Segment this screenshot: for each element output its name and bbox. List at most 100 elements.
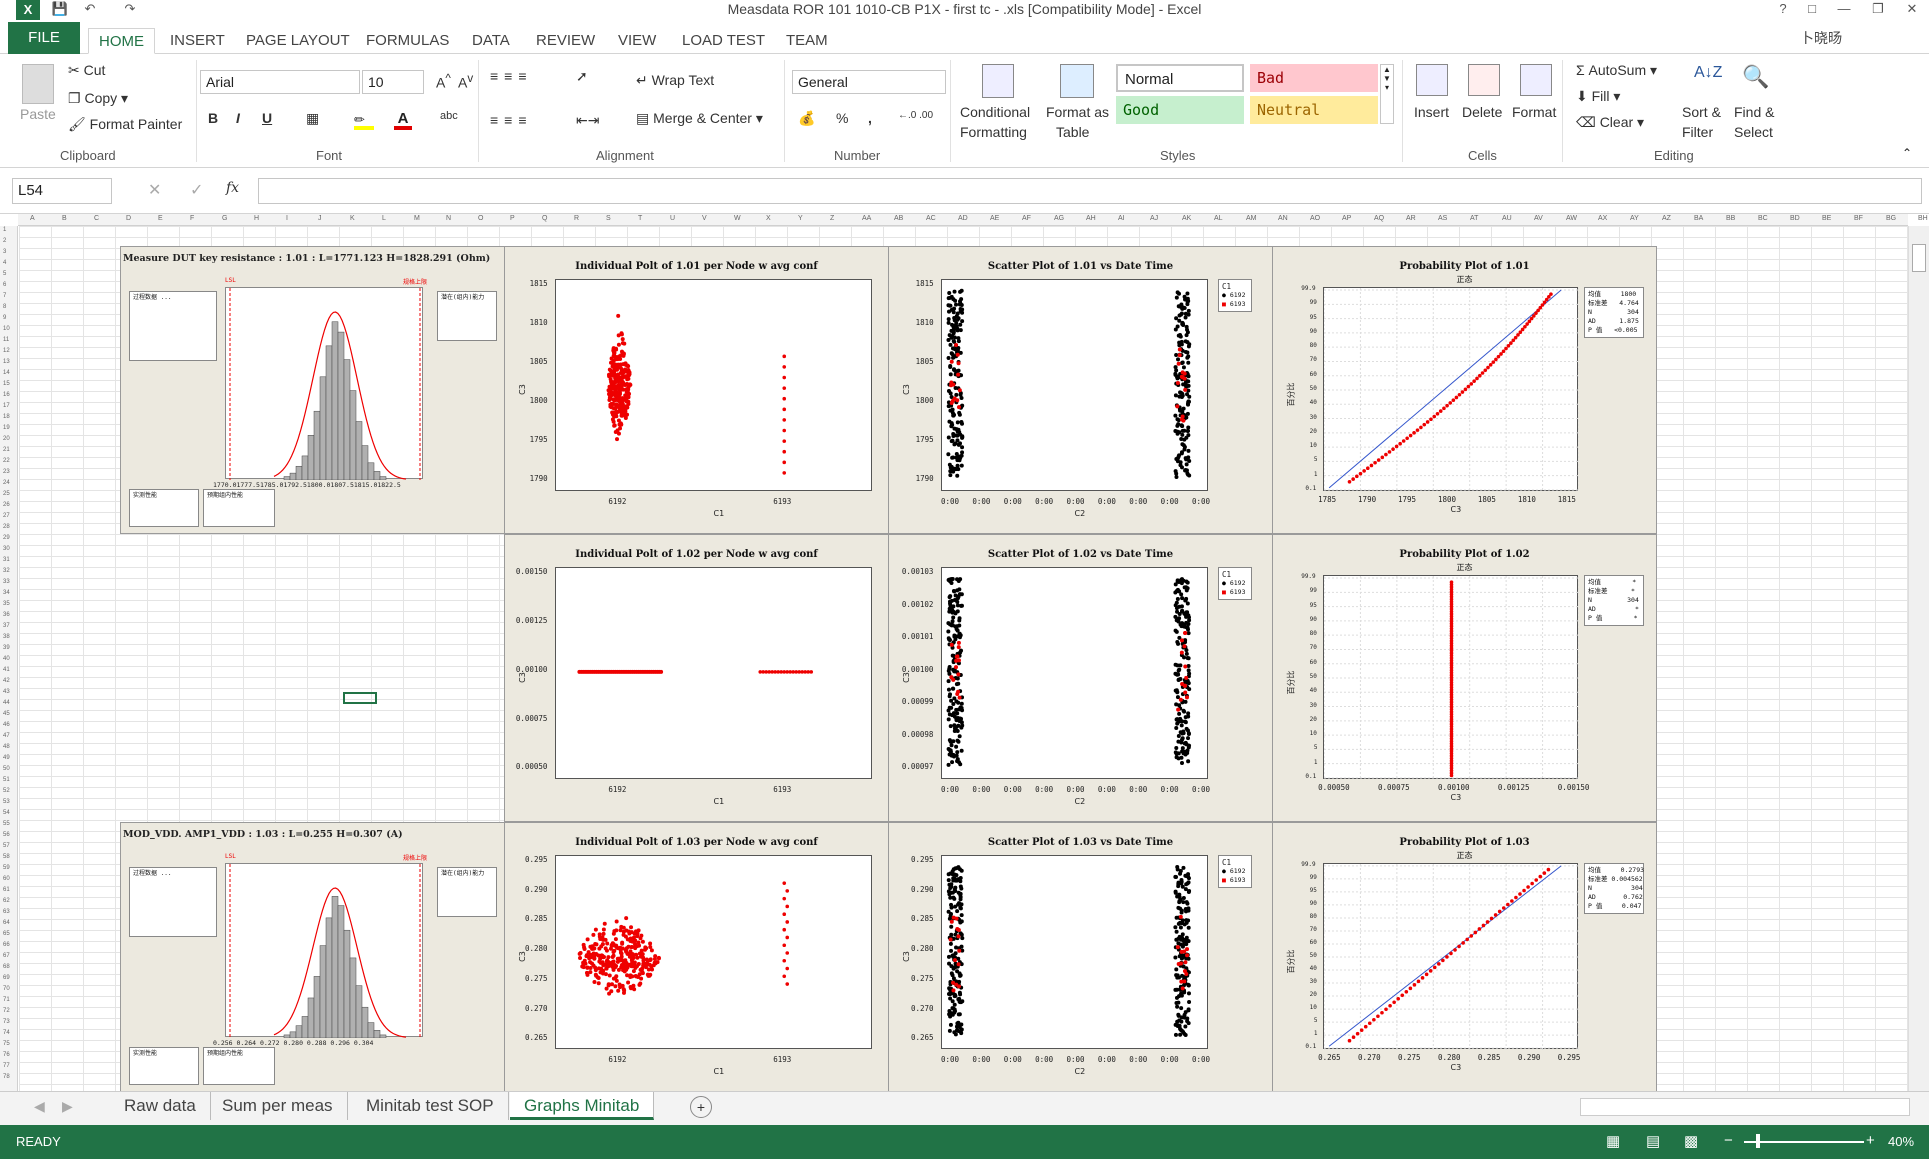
row-header[interactable]: 22: [3, 458, 10, 464]
delete-cells-icon[interactable]: [1468, 64, 1500, 96]
formula-input[interactable]: [258, 178, 1922, 204]
new-sheet-icon[interactable]: +: [690, 1096, 712, 1118]
row-header[interactable]: 48: [3, 744, 10, 750]
column-header[interactable]: U: [670, 215, 676, 222]
column-header[interactable]: AR: [1406, 215, 1416, 222]
vertical-align-icons[interactable]: ≡≡≡: [490, 68, 533, 84]
horizontal-align-icons[interactable]: ≡≡≡: [490, 112, 533, 128]
column-header[interactable]: AP: [1342, 215, 1352, 222]
row-header[interactable]: 78: [3, 1074, 10, 1080]
borders-icon[interactable]: ▦: [306, 110, 320, 126]
column-header[interactable]: X: [766, 215, 771, 222]
row-header[interactable]: 3: [3, 249, 7, 255]
find-select-label[interactable]: Find &: [1734, 104, 1775, 120]
row-header[interactable]: 76: [3, 1052, 10, 1058]
row-header[interactable]: 14: [3, 370, 10, 376]
row-header[interactable]: 35: [3, 601, 10, 607]
column-header[interactable]: BG: [1886, 215, 1897, 222]
paste-icon[interactable]: [22, 64, 54, 104]
zoom-slider[interactable]: [1744, 1141, 1864, 1143]
row-header[interactable]: 21: [3, 447, 10, 453]
sort-filter-icon[interactable]: A↓Z: [1694, 64, 1723, 81]
row-header[interactable]: 63: [3, 909, 10, 915]
orientation-icon[interactable]: ➚: [576, 68, 588, 84]
tab-page-layout[interactable]: PAGE LAYOUT: [246, 32, 350, 49]
row-header[interactable]: 54: [3, 810, 10, 816]
tab-home[interactable]: HOME: [88, 28, 155, 54]
ribbon-display-icon[interactable]: □: [1808, 1, 1816, 16]
row-header[interactable]: 44: [3, 700, 10, 706]
column-header[interactable]: AZ: [1662, 215, 1671, 222]
sheet-tab-raw-data[interactable]: Raw data: [110, 1092, 211, 1120]
column-header[interactable]: O: [478, 215, 484, 222]
delete-cells-button[interactable]: Delete: [1462, 104, 1503, 120]
column-header[interactable]: AX: [1598, 215, 1608, 222]
active-cell[interactable]: [343, 692, 377, 704]
row-header[interactable]: 24: [3, 480, 10, 486]
row-header[interactable]: 52: [3, 788, 10, 794]
row-header[interactable]: 59: [3, 865, 10, 871]
insert-function-icon[interactable]: fx: [226, 180, 240, 196]
column-header[interactable]: AI: [1118, 215, 1125, 222]
column-header[interactable]: BH: [1918, 215, 1928, 222]
column-header[interactable]: AM: [1246, 215, 1257, 222]
comma-button[interactable]: ,: [868, 110, 872, 126]
row-header[interactable]: 30: [3, 546, 10, 552]
font-color-icon[interactable]: A: [394, 110, 412, 130]
tab-file[interactable]: FILE: [8, 22, 80, 54]
row-header[interactable]: 70: [3, 986, 10, 992]
row-header[interactable]: 23: [3, 469, 10, 475]
column-header[interactable]: AV: [1534, 215, 1543, 222]
row-header[interactable]: 36: [3, 612, 10, 618]
column-header[interactable]: AH: [1086, 215, 1096, 222]
tab-load-test[interactable]: LOAD TEST: [682, 32, 766, 49]
minimize-icon[interactable]: —: [1837, 1, 1851, 16]
row-header[interactable]: 18: [3, 414, 10, 420]
row-header[interactable]: 45: [3, 711, 10, 717]
column-header[interactable]: AT: [1470, 215, 1479, 222]
tab-formulas[interactable]: FORMULAS: [366, 32, 450, 49]
column-header[interactable]: AW: [1566, 215, 1578, 222]
format-as-table-icon[interactable]: [1060, 64, 1094, 98]
row-header[interactable]: 34: [3, 590, 10, 596]
column-header[interactable]: BD: [1790, 215, 1800, 222]
row-header[interactable]: 6: [3, 282, 7, 288]
row-header[interactable]: 69: [3, 975, 10, 981]
column-header[interactable]: A: [30, 215, 35, 222]
insert-cells-icon[interactable]: [1416, 64, 1448, 96]
row-header[interactable]: 7: [3, 293, 7, 299]
format-painter-button[interactable]: 🖌 Format Painter: [68, 116, 182, 133]
row-header[interactable]: 72: [3, 1008, 10, 1014]
row-header[interactable]: 9: [3, 315, 7, 321]
row-header[interactable]: 58: [3, 854, 10, 860]
format-as-table-label[interactable]: Format as: [1046, 104, 1110, 120]
undo-icon[interactable]: ↶: [84, 1, 96, 16]
column-header[interactable]: T: [638, 215, 643, 222]
column-header[interactable]: BC: [1758, 215, 1768, 222]
tab-insert[interactable]: INSERT: [170, 32, 225, 49]
font-size-select[interactable]: 10: [362, 70, 424, 94]
page-break-view-icon[interactable]: ▩: [1684, 1133, 1699, 1150]
row-header[interactable]: 67: [3, 953, 10, 959]
phonetic-icon[interactable]: abc: [440, 110, 458, 122]
row-header[interactable]: 43: [3, 689, 10, 695]
row-header[interactable]: 27: [3, 513, 10, 519]
copy-button[interactable]: ❐ Copy ▾: [68, 90, 129, 106]
column-header[interactable]: AK: [1182, 215, 1192, 222]
column-header[interactable]: K: [350, 215, 355, 222]
conditional-formatting-label[interactable]: Conditional: [960, 104, 1031, 120]
column-header[interactable]: B: [62, 215, 67, 222]
row-header[interactable]: 39: [3, 645, 10, 651]
redo-icon[interactable]: ↷: [124, 1, 136, 16]
row-header[interactable]: 64: [3, 920, 10, 926]
row-header[interactable]: 40: [3, 656, 10, 662]
fill-button[interactable]: ⬇ Fill ▾: [1576, 88, 1621, 104]
column-header[interactable]: AS: [1438, 215, 1448, 222]
row-header[interactable]: 42: [3, 678, 10, 684]
zoom-out-icon[interactable]: −: [1724, 1132, 1733, 1149]
column-header[interactable]: AL: [1214, 215, 1223, 222]
row-header[interactable]: 17: [3, 403, 10, 409]
column-header[interactable]: BE: [1822, 215, 1832, 222]
sheet-tab-sum-per-meas[interactable]: Sum per meas: [208, 1092, 348, 1120]
column-header[interactable]: D: [126, 215, 132, 222]
